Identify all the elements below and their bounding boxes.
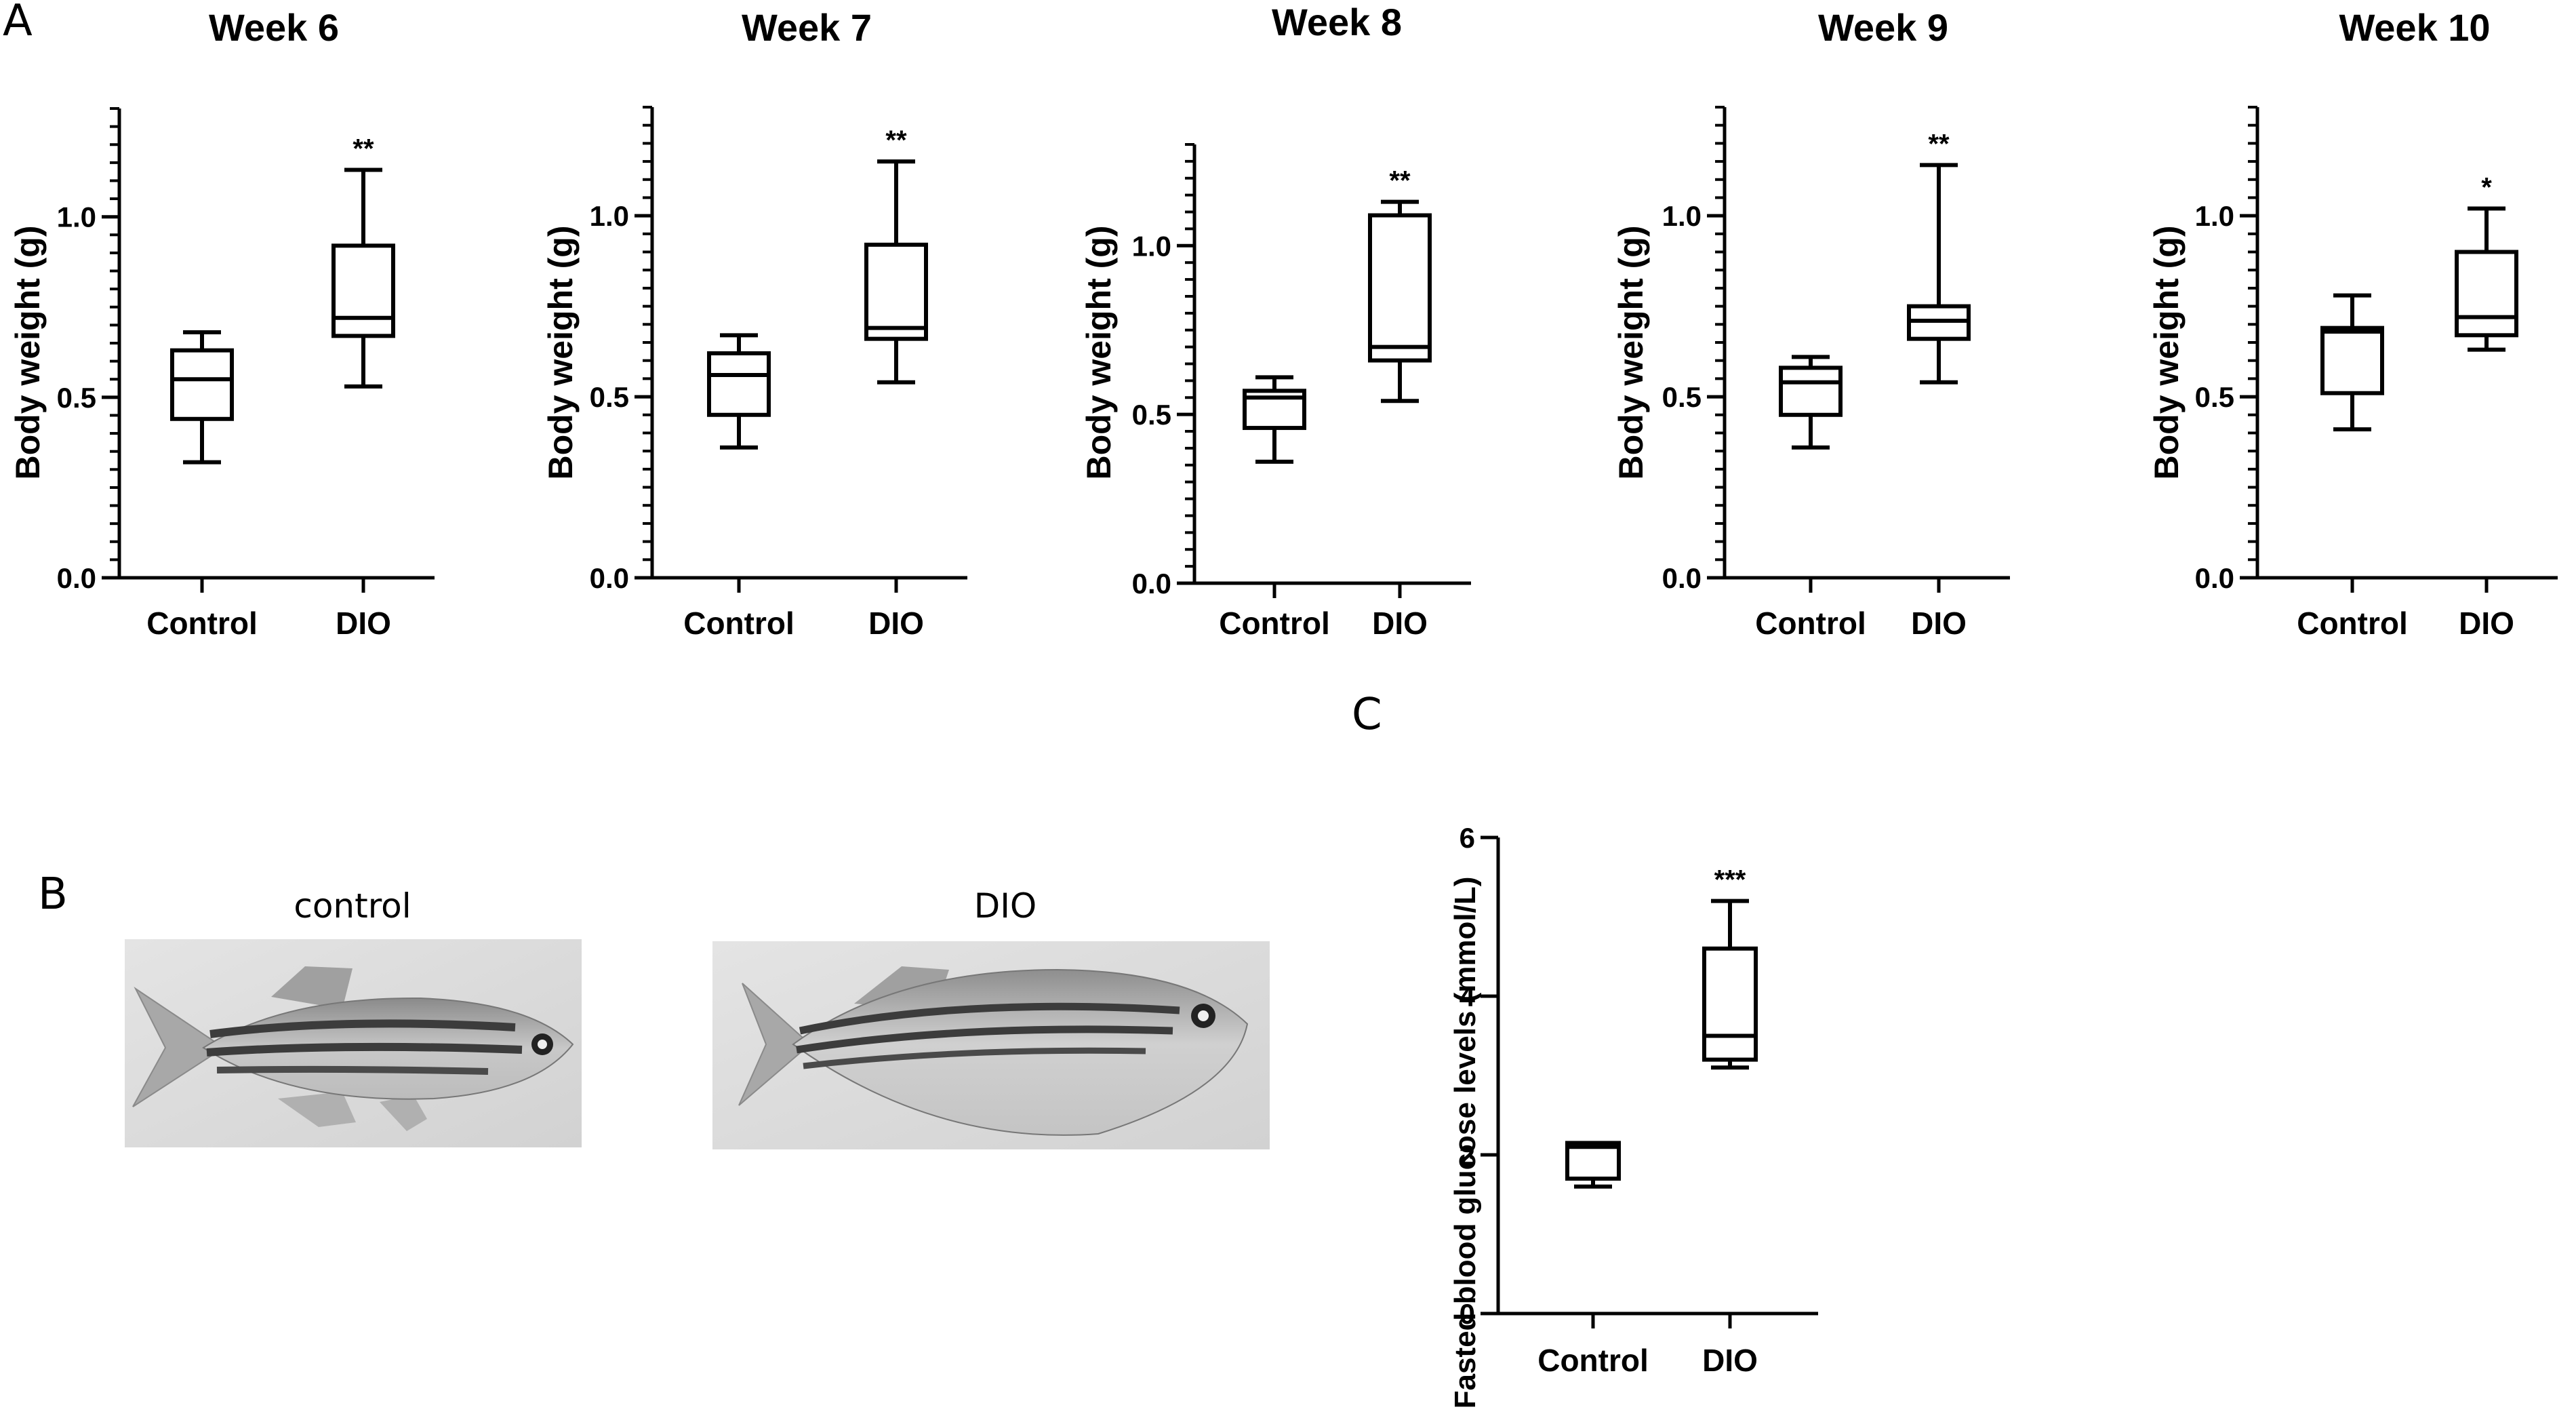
category-label: Control: [1219, 606, 1330, 641]
box-control: Control: [2297, 293, 2408, 641]
category-label: DIO: [2459, 606, 2514, 641]
box-control: Control: [683, 333, 794, 641]
box-control: Control: [1537, 1141, 1649, 1378]
iqr-box: [1702, 946, 1758, 1062]
box-dio: DIO **: [331, 134, 395, 641]
y-tick-label: 0.5: [1662, 381, 1702, 413]
y-tick-label: 0.5: [1132, 399, 1171, 431]
iqr-box: [2455, 250, 2518, 338]
chart-title: Week 6: [209, 6, 339, 49]
y-tick-label: 0.5: [57, 382, 96, 414]
y-tick-label: 4: [1460, 981, 1476, 1012]
y-tick-label: 0: [1460, 1298, 1475, 1330]
y-axis-label: Body weight (g): [2148, 226, 2186, 480]
significance-marker: *: [2481, 172, 2492, 202]
category-label: DIO: [1702, 1343, 1758, 1378]
iqr-box: [1368, 213, 1432, 363]
box-control: Control: [146, 330, 258, 641]
boxplot-chart-1: Week 6 Body weight (g) 0.0 0.5 1.0 Control DIO…: [9, 6, 435, 641]
y-tick-label: 0.0: [57, 562, 96, 594]
significance-marker: **: [1928, 129, 1950, 159]
y-axis-label: Body weight (g): [542, 226, 580, 480]
category-label: Control: [683, 606, 794, 641]
box-dio: DIO ***: [1702, 865, 1758, 1378]
significance-marker: **: [1389, 166, 1411, 196]
category-label: Control: [146, 606, 258, 641]
category-label: DIO: [868, 606, 924, 641]
y-axis-label: Body weight (g): [1612, 226, 1650, 480]
box-dio: DIO **: [864, 125, 928, 641]
box-control: Control: [1219, 375, 1330, 641]
y-axis-label: Fasted blood glucose levels (mmol/L): [1449, 877, 1482, 1409]
category-label: DIO: [1911, 606, 1967, 641]
iqr-box: [707, 351, 771, 417]
y-tick-label: 0.0: [2195, 562, 2234, 594]
chart-title: Week 10: [2339, 6, 2490, 49]
y-tick-label: 1.0: [57, 201, 96, 233]
panel-label-c: C: [1352, 690, 1382, 740]
box-dio: DIO *: [2455, 172, 2518, 641]
chart-title: Week 9: [1818, 6, 1948, 49]
significance-marker: **: [885, 125, 907, 155]
control-fish-photo: [125, 939, 582, 1147]
iqr-box: [2320, 326, 2384, 395]
y-tick-label: 1.0: [1132, 230, 1171, 262]
y-tick-label: 1.0: [2195, 200, 2234, 232]
y-tick-label: 0.5: [590, 381, 629, 413]
photo-label-dio: DIO: [974, 886, 1037, 926]
y-tick-label: 0.0: [1662, 562, 1702, 594]
boxplot-chart-5: Week 10 Body weight (g) 0.0 0.5 1.0 Control DI…: [2148, 6, 2558, 641]
y-tick-label: 1.0: [590, 200, 629, 232]
category-label: Control: [1537, 1343, 1649, 1378]
category-label: DIO: [336, 606, 391, 641]
dio-fish-photo: [712, 941, 1270, 1149]
iqr-box: [331, 243, 395, 338]
boxplot-chart-6: Fasted blood glucose levels (mmol/L)0 2 4 6…: [1449, 822, 1818, 1408]
boxplot-chart-4: Week 9 Body weight (g) 0.0 0.5 1.0 Control DIO…: [1612, 6, 2010, 641]
y-tick-label: 0.5: [2195, 381, 2234, 413]
y-tick-label: 6: [1460, 822, 1475, 854]
significance-marker: **: [353, 134, 374, 163]
y-tick-label: 2: [1460, 1139, 1475, 1171]
iqr-box: [1779, 366, 1843, 417]
chart-title: Week 8: [1272, 1, 1402, 43]
box-dio: DIO **: [1907, 129, 1971, 641]
boxplot-chart-2: Week 7 Body weight (g) 0.0 0.5 1.0 Control DIO…: [542, 6, 967, 641]
iqr-box: [170, 348, 234, 421]
category-label: Control: [1755, 606, 1866, 641]
box-control: Control: [1755, 355, 1866, 641]
box-dio: DIO **: [1368, 166, 1432, 641]
category-label: DIO: [1372, 606, 1428, 641]
y-tick-label: 0.0: [590, 562, 629, 594]
significance-marker: ***: [1714, 865, 1746, 895]
category-label: Control: [2297, 606, 2408, 641]
y-tick-label: 0.0: [1132, 568, 1171, 599]
y-tick-label: 1.0: [1662, 200, 1702, 232]
iqr-box: [864, 242, 928, 341]
panel-label-b: B: [38, 869, 68, 920]
y-axis-label: Body weight (g): [1080, 226, 1118, 480]
chart-title: Week 7: [742, 6, 872, 49]
boxplot-chart-3: Week 8 Body weight (g) 0.0 0.5 1.0 Control DIO…: [1080, 1, 1471, 641]
y-axis-label: Body weight (g): [9, 226, 47, 480]
panel-label-a: A: [3, 0, 33, 46]
photo-label-control: control: [294, 886, 411, 926]
